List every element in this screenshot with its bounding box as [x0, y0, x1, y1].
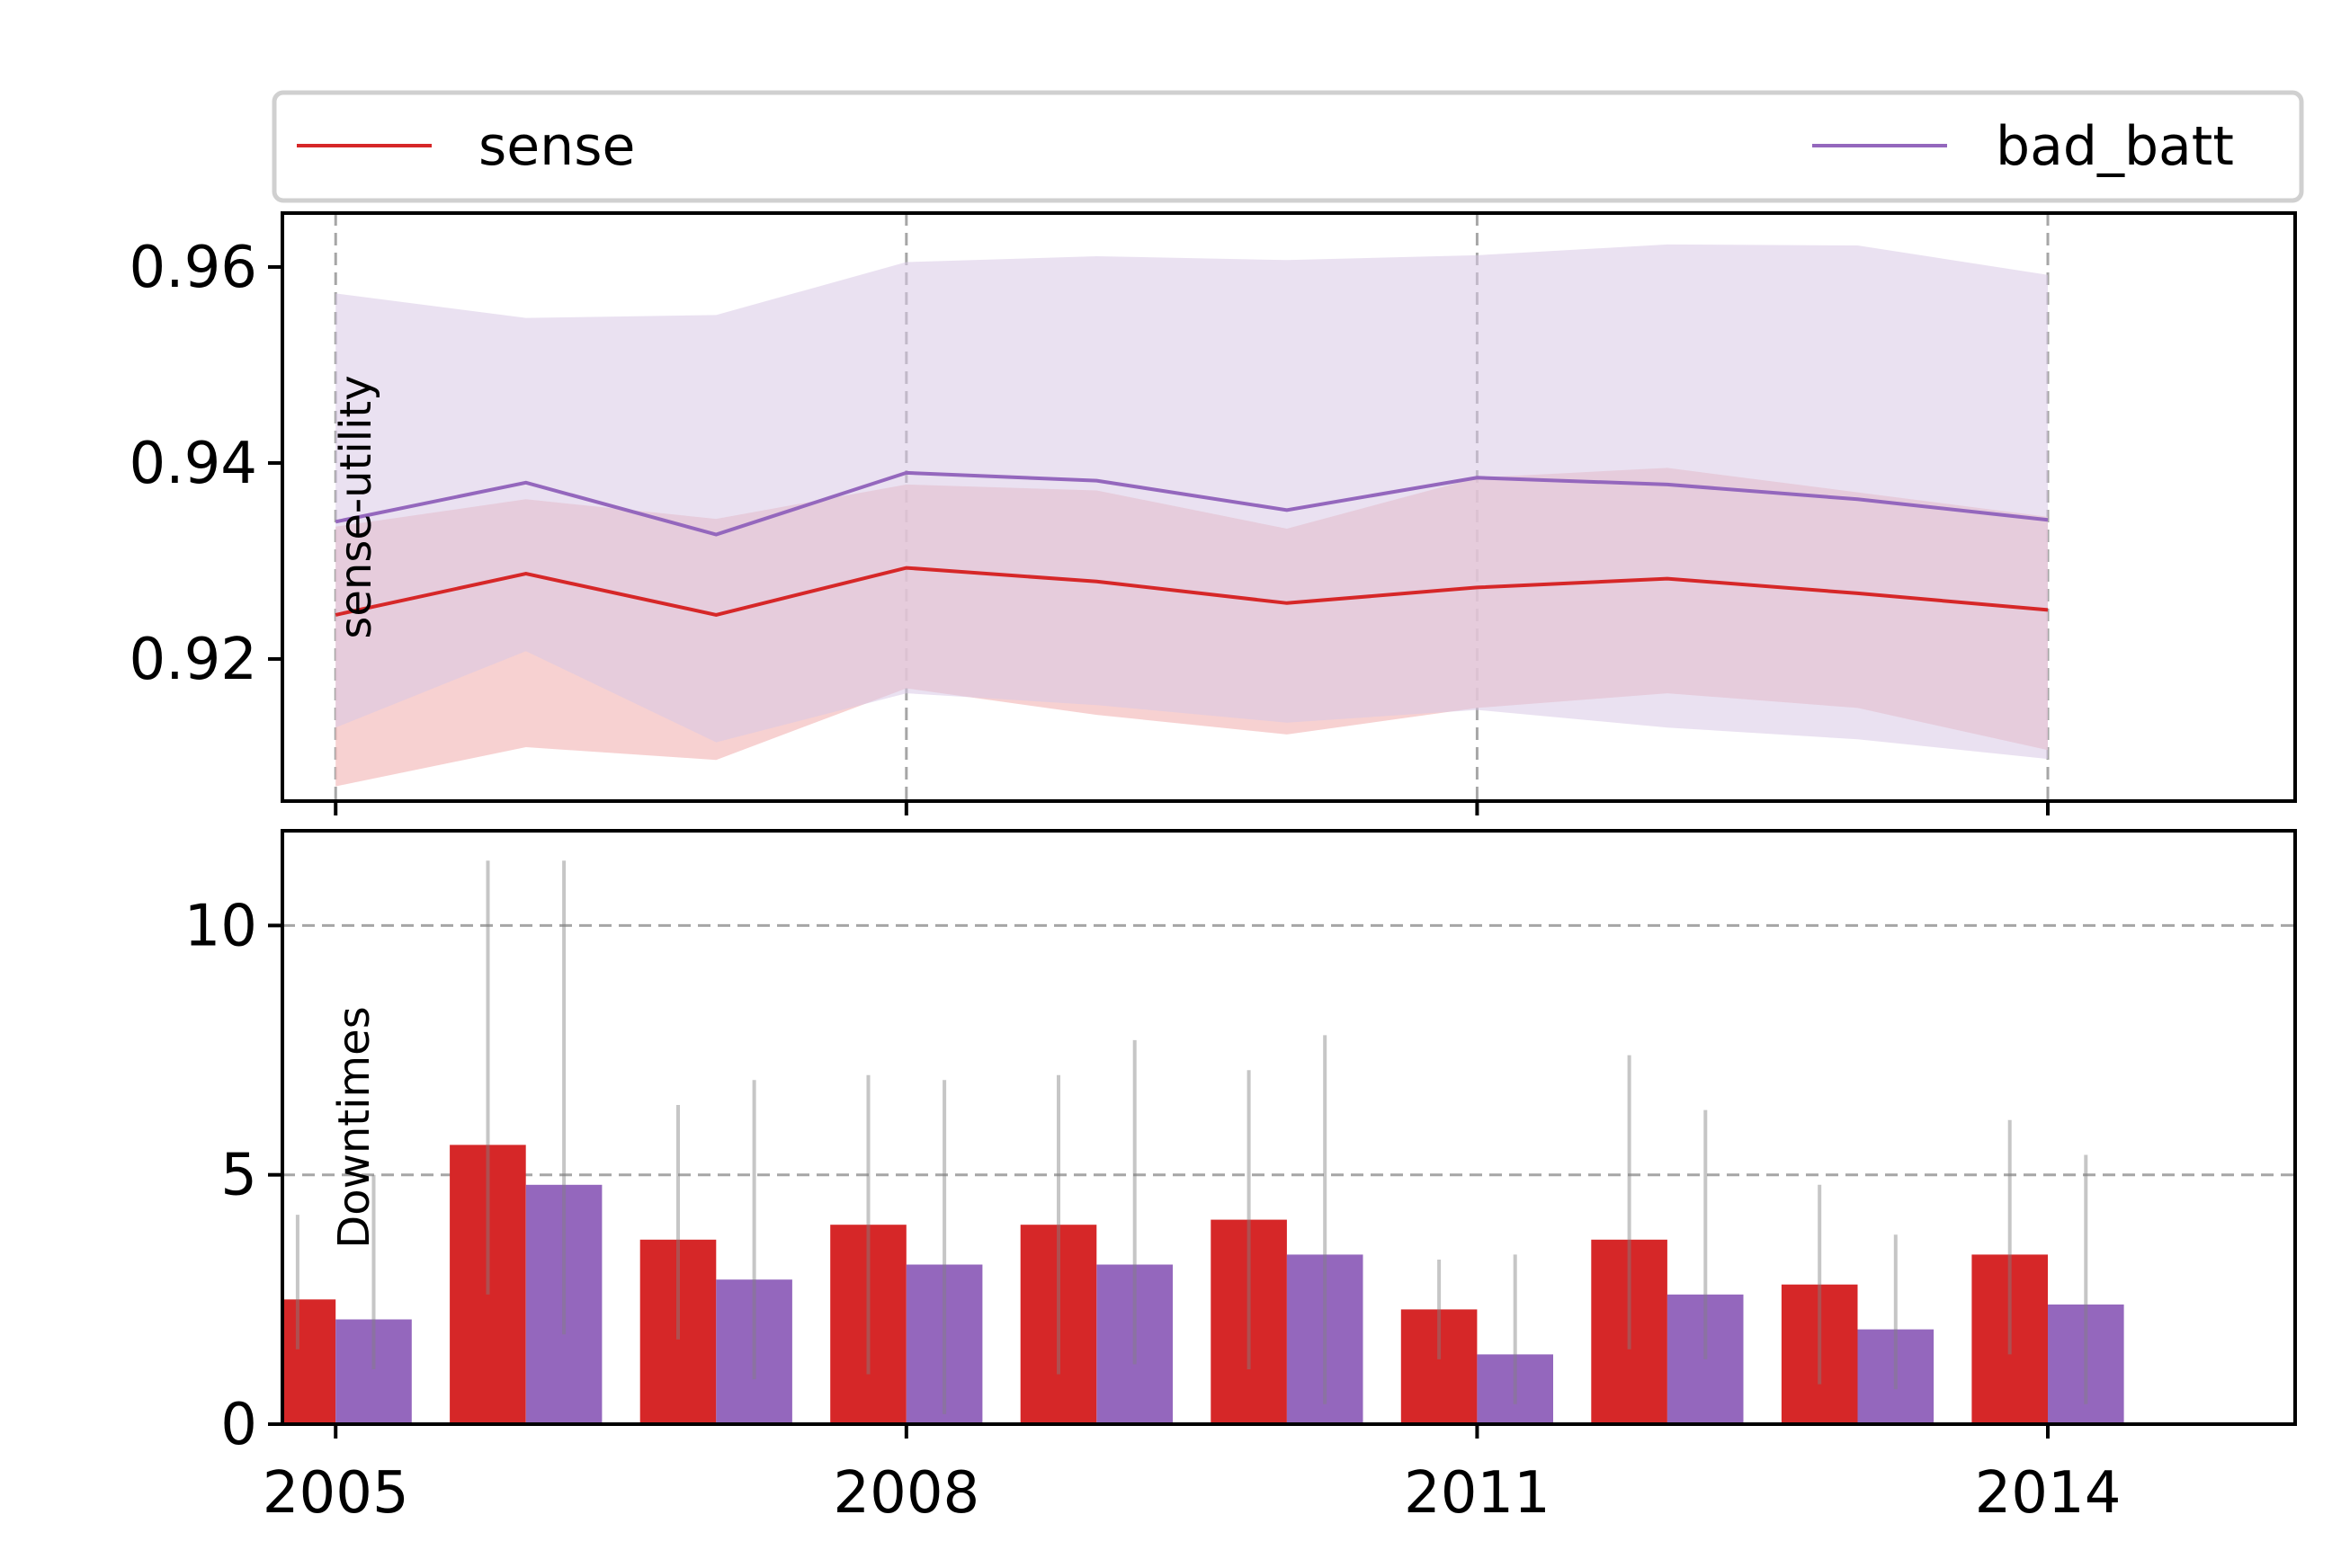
bar-bad-batt-2010: [1286, 1254, 1363, 1424]
bar-sense-2005: [282, 1299, 336, 1424]
line-sense: [335, 566, 2049, 617]
bar-sense-2013: [1781, 1284, 1858, 1424]
bottom-y-axis-label: Downtimes: [329, 1006, 380, 1248]
bar-bad-batt-2012: [1666, 1294, 1744, 1424]
legend-label-bad-batt: bad_batt: [1996, 115, 2234, 178]
bottom-plot-frame: [281, 829, 2297, 1426]
bottom-ytick-label-2: 10: [184, 893, 257, 959]
bottom-ytick-label-1: 5: [220, 1143, 257, 1209]
bar-bad-batt-2005: [335, 1319, 412, 1424]
bar-bad-batt-2011: [1477, 1354, 1553, 1424]
legend-box: [272, 90, 2304, 203]
bar-bad-batt-2014: [2048, 1304, 2124, 1424]
top-plot-frame: [281, 211, 2297, 803]
bar-bad-batt-2007: [716, 1279, 792, 1424]
band-bad-batt: [335, 244, 2049, 760]
bar-sense-2012: [1591, 1239, 1667, 1424]
bottom-xtick-label-0: 2005: [263, 1460, 409, 1527]
series-lines: [335, 470, 2049, 617]
bar-bad-batt-2009: [1096, 1264, 1173, 1424]
bar-sense-2014: [1971, 1254, 2048, 1424]
confidence-bands: [335, 244, 2049, 787]
bar-bad-batt-2008: [906, 1264, 983, 1424]
bar-sense-2010: [1211, 1219, 1287, 1424]
utility-line-chart: 0.92 0.94 0.96 sense-utility: [130, 211, 2297, 815]
bar-sense-2006: [450, 1145, 526, 1424]
legend: sense bad_batt: [272, 90, 2304, 203]
bottom-ytick-label-0: 0: [220, 1392, 257, 1458]
bar-bad-batt-2006: [525, 1184, 603, 1424]
top-y-axis-label: sense-utility: [331, 375, 381, 638]
bars: [282, 1145, 2124, 1424]
bar-sense-2011: [1400, 1309, 1478, 1424]
bar-sense-2007: [639, 1239, 717, 1424]
bar-sense-2009: [1020, 1225, 1097, 1424]
bottom-xtick-label-2: 2011: [1404, 1460, 1550, 1527]
legend-label-sense: sense: [478, 115, 635, 178]
error-bars: [295, 860, 2088, 1414]
top-ytick-label-2: 0.96: [130, 235, 258, 301]
bottom-xtick-label-1: 2008: [833, 1460, 979, 1527]
bar-sense-2008: [830, 1225, 907, 1424]
downtimes-bar-chart: 0 5 10 2005 2008 2011 2014 Downtimes: [184, 829, 2297, 1527]
top-ytick-label-1: 0.94: [130, 431, 258, 497]
bottom-xtick-label-3: 2014: [1975, 1460, 2122, 1527]
top-ytick-label-0: 0.92: [130, 627, 258, 693]
bar-bad-batt-2013: [1857, 1329, 1935, 1424]
top-y-axis: 0.92 0.94 0.96: [130, 235, 2051, 815]
bottom-axes: 0 5 10 2005 2008 2011 2014: [184, 893, 2122, 1527]
line-bad-batt: [335, 470, 2049, 537]
